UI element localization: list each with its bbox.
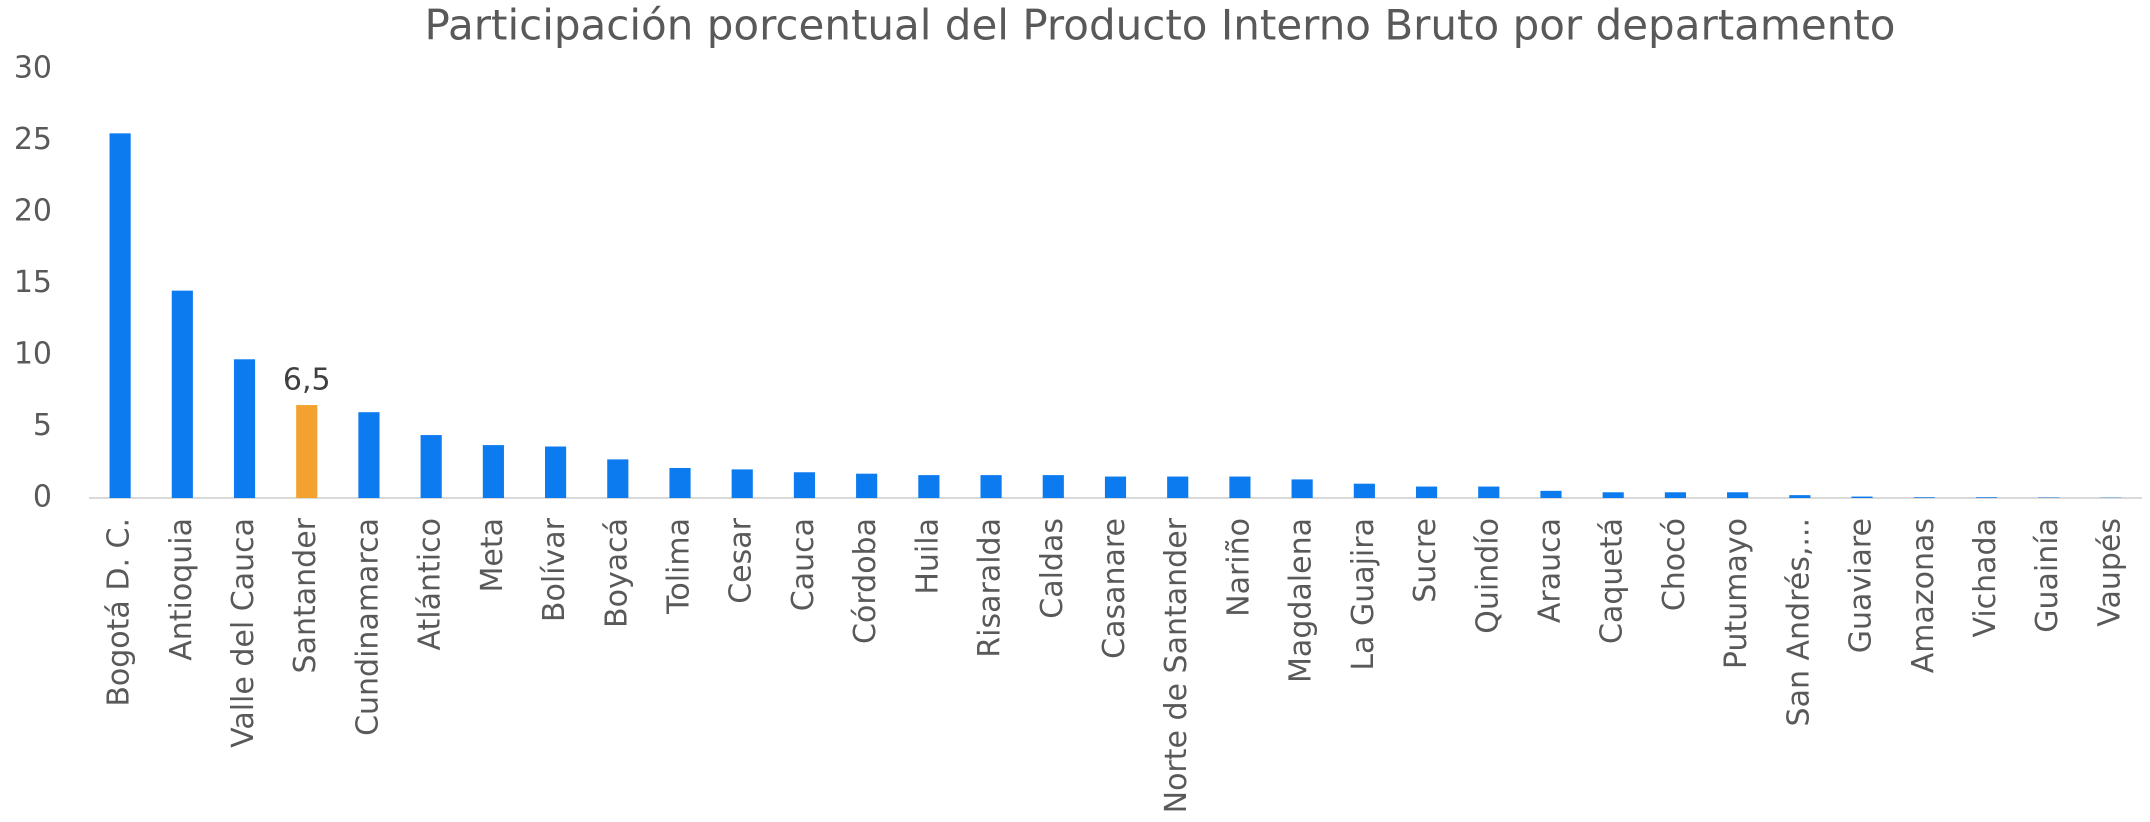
x-tick-label: Casanare [1097, 518, 1132, 659]
bar [856, 473, 878, 498]
y-tick-label: 30 [14, 51, 52, 86]
bar [482, 445, 504, 498]
y-tick-label: 0 [33, 480, 52, 515]
bar [545, 446, 567, 498]
y-tick-label: 10 [14, 337, 52, 372]
x-tick-label: Córdoba [848, 518, 883, 644]
x-tick-label: Antioquia [164, 518, 199, 661]
y-tick-label: 15 [14, 265, 52, 300]
data-label: 6,5 [283, 363, 331, 398]
bar [420, 435, 442, 498]
x-tick-label: Arauca [1532, 518, 1567, 623]
bar [731, 469, 753, 498]
bar [109, 133, 131, 498]
x-tick-label: Guainía [2030, 518, 2065, 633]
bar [1167, 476, 1189, 498]
x-tick-label: Atlántico [413, 518, 448, 650]
bar [1727, 492, 1749, 498]
x-tick-label: Cesar [724, 517, 759, 603]
bar [918, 475, 940, 498]
bar [1042, 475, 1064, 498]
bar [793, 472, 816, 498]
x-tick-label: Vaupés [2092, 518, 2127, 627]
bar [1229, 476, 1251, 498]
bar [669, 467, 691, 498]
x-tick-label: Santander [288, 517, 323, 673]
bar [233, 359, 256, 498]
x-tick-label: Nariño [1221, 518, 1256, 617]
x-tick-label: Norte de Santander [1159, 517, 1194, 813]
x-tick-label: Chocó [1657, 518, 1692, 611]
x-tick-label: San Andrés,... [1781, 518, 1816, 726]
bar [1291, 479, 1313, 498]
bar [1602, 492, 1624, 498]
bar [1353, 483, 1375, 498]
bar [171, 290, 193, 498]
bar [1789, 495, 1811, 498]
bar [1913, 497, 1935, 498]
x-tick-label: Bogotá D. C. [102, 518, 137, 707]
x-tick-label: La Guajira [1346, 518, 1381, 671]
x-tick-label: Bolívar [537, 517, 572, 622]
bar [1104, 476, 1127, 498]
x-tick-label: Risaralda [973, 518, 1008, 658]
chart-title: Participación porcentual del Producto In… [425, 1, 1896, 50]
x-tick-label: Caquetá [1595, 518, 1630, 644]
x-tick-label: Magdalena [1284, 518, 1319, 683]
bar [1851, 496, 1873, 498]
x-tick-label: Cauca [786, 518, 821, 611]
bar [1540, 490, 1562, 498]
bar [607, 459, 629, 498]
y-tick-label: 5 [33, 408, 52, 443]
bar [1478, 486, 1500, 498]
x-tick-label: Quindío [1470, 518, 1505, 634]
x-tick-label: Sucre [1408, 518, 1443, 603]
x-tick-label: Huila [910, 518, 945, 595]
bar [1664, 492, 1686, 498]
x-tick-label: Guaviare [1844, 518, 1879, 653]
y-tick-label: 25 [14, 122, 52, 157]
x-tick-label: Caldas [1035, 518, 1070, 619]
bar [1975, 497, 1998, 498]
bar [1415, 486, 1438, 498]
bar [358, 412, 380, 498]
x-tick-label: Putumayo [1719, 518, 1754, 669]
bar [980, 475, 1002, 498]
x-tick-label: Boyacá [599, 518, 634, 628]
bar [296, 405, 318, 498]
x-tick-label: Valle del Cauca [226, 518, 261, 748]
x-tick-label: Meta [475, 518, 510, 593]
x-tick-label: Amazonas [1906, 518, 1941, 673]
x-tick-label: Cundinamarca [350, 518, 385, 736]
y-tick-label: 20 [14, 194, 52, 229]
x-tick-label: Tolima [662, 518, 697, 615]
x-tick-label: Vichada [1968, 518, 2003, 638]
